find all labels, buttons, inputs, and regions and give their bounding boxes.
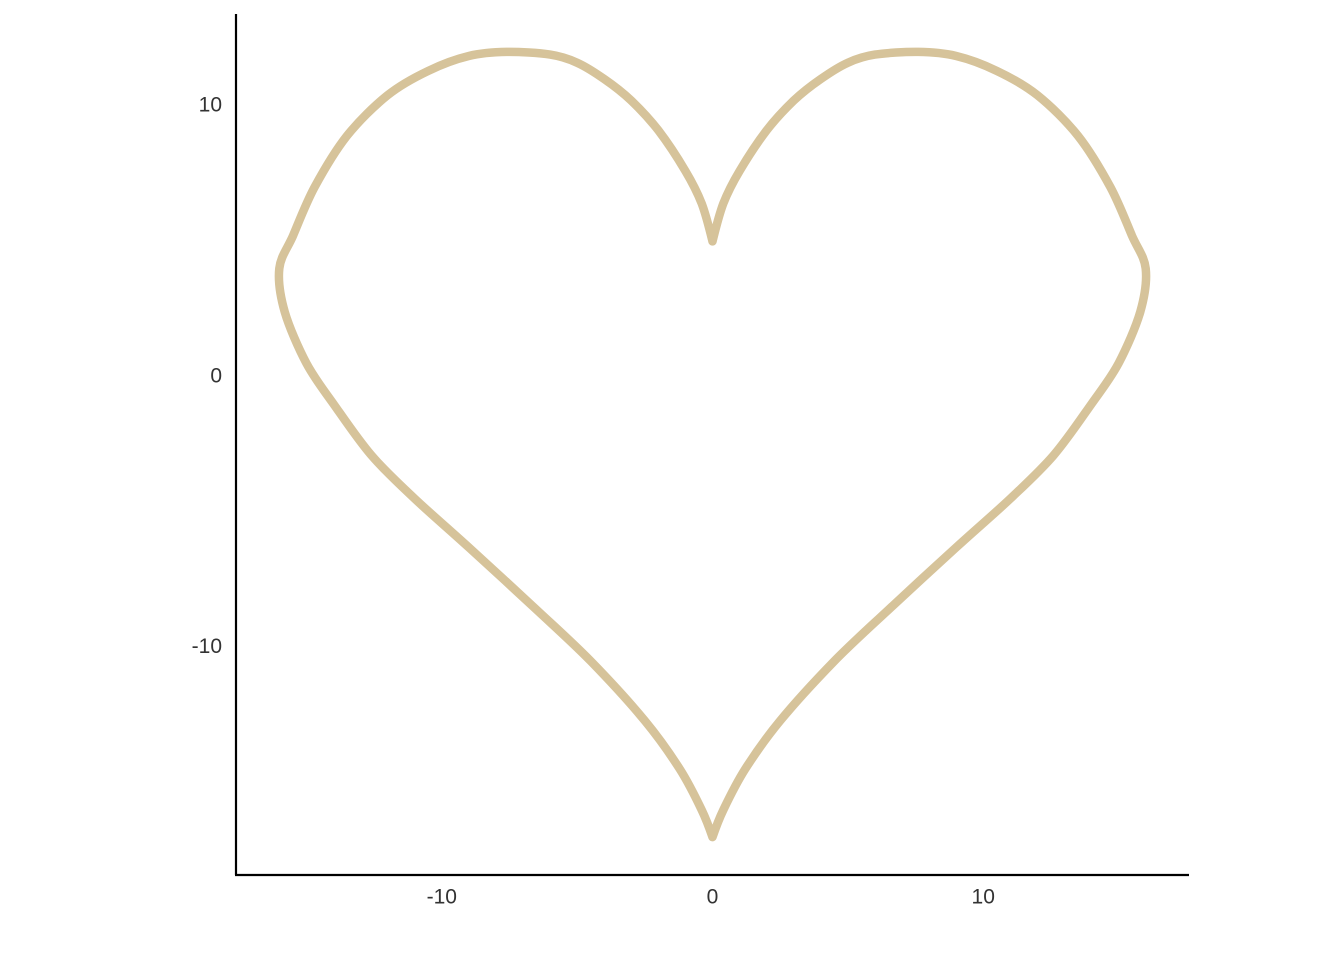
y-axis-ticks: 10 0 -10 [192, 94, 222, 659]
y-tick-label-0: 0 [210, 364, 222, 387]
x-axis-ticks: -10 0 10 [427, 886, 995, 909]
x-tick-label-minus-10: -10 [427, 886, 457, 909]
plot-area [274, 47, 1151, 842]
y-tick-label-10: 10 [199, 94, 222, 117]
y-tick-label-minus-10: -10 [192, 635, 222, 658]
heart-curve-line [274, 47, 1151, 842]
x-tick-label-10: 10 [972, 886, 995, 909]
x-tick-label-0: 0 [707, 886, 719, 909]
